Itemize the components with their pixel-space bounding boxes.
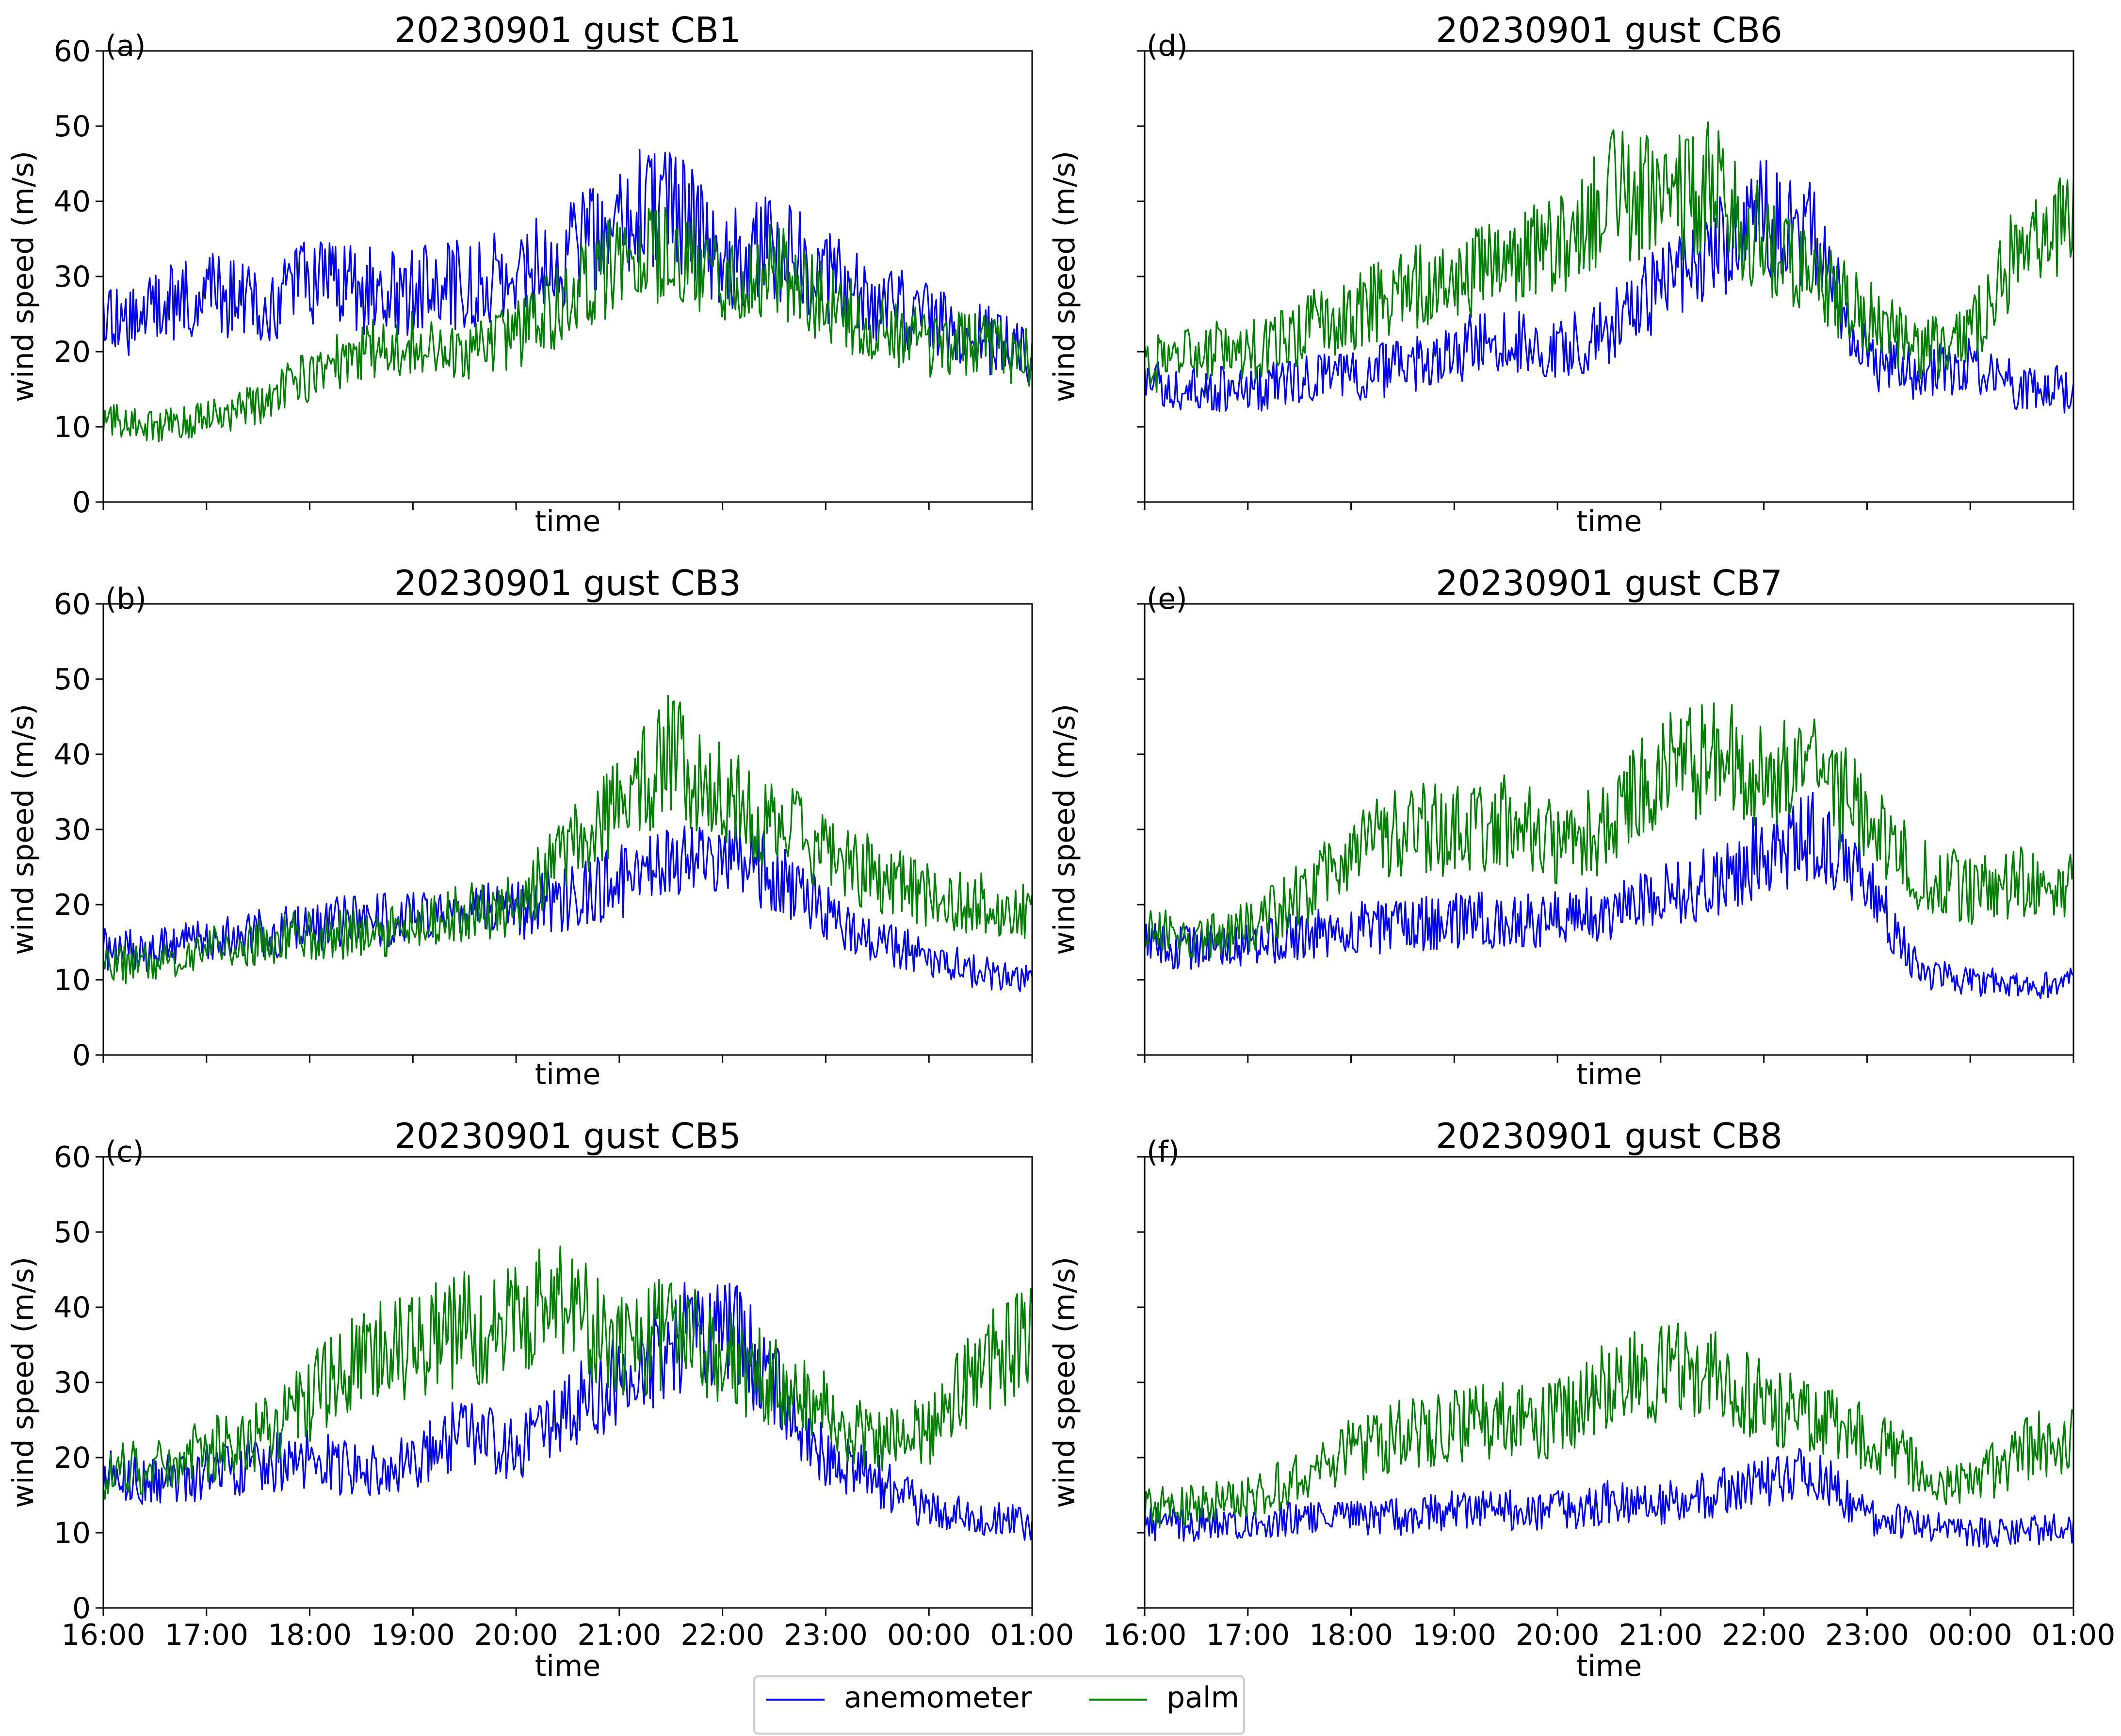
series-line-palm [102, 207, 1033, 443]
y-tick-label-30: 30 [54, 813, 91, 847]
y-tick-label-60: 60 [54, 34, 91, 68]
x-axis-label: time [1576, 1649, 1642, 1683]
y-tick-label-30: 30 [54, 1366, 91, 1400]
chart-panel-3: 20230901 gust CB6 (d) time wind speed (m/s) [1048, 10, 2074, 538]
y-tick-label-40: 40 [54, 1291, 91, 1325]
x-tick-label-3: 19:00 [371, 1618, 455, 1652]
series-line-anemometer [1144, 160, 2074, 414]
y-tick-label-50: 50 [54, 1216, 91, 1249]
legend: anemometer palm [753, 1675, 1245, 1735]
y-tick-label-0: 0 [72, 1038, 91, 1072]
panel-label: (b) [105, 582, 146, 616]
y-axis-label: wind speed (m/s) [1048, 151, 1082, 402]
chart-panel-4: 20230901 gust CB7 (e) time wind speed (m/s) [1048, 563, 2074, 1091]
series-line-anemometer [102, 149, 1033, 387]
series-line-anemometer [1144, 792, 2074, 1000]
series-line-palm [102, 695, 1033, 984]
x-tick-label-6: 22:00 [680, 1618, 764, 1652]
chart-title: 20230901 gust CB8 [1436, 1116, 1782, 1156]
x-tick-label-2: 18:00 [1309, 1618, 1393, 1652]
x-tick-label-6: 22:00 [1722, 1618, 1806, 1652]
x-tick-label-7: 23:00 [1825, 1618, 1909, 1652]
y-tick-label-0: 0 [72, 486, 91, 519]
y-tick-label-50: 50 [54, 110, 91, 144]
chart-panel-0: 0 10 20 30 40 50 60 20230901 gust CB1 (a) time win… [6, 10, 1033, 538]
x-tick-label-5: 21:00 [577, 1618, 661, 1652]
x-tick-label-7: 23:00 [784, 1618, 868, 1652]
chart-title: 20230901 gust CB3 [394, 563, 741, 603]
y-axis-label: wind speed (m/s) [1048, 1257, 1082, 1508]
y-tick-label-10: 10 [54, 963, 91, 997]
y-tick-label-10: 10 [54, 410, 91, 444]
series-line-palm [1144, 1323, 2074, 1528]
chart-panels: 0 10 20 30 40 50 60 20230901 gust CB1 (a) time win… [6, 10, 2115, 1683]
legend-frame [753, 1675, 1245, 1735]
series-line-palm [1144, 702, 2074, 959]
x-tick-label-9: 01:00 [2032, 1618, 2116, 1652]
x-tick-label-1: 17:00 [1206, 1618, 1290, 1652]
y-tick-label-40: 40 [54, 738, 91, 772]
chart-title: 20230901 gust CB7 [1436, 563, 1782, 603]
plot-frame [1144, 50, 2074, 503]
panel-label: (e) [1147, 582, 1187, 616]
panel-label: (f) [1147, 1135, 1180, 1169]
y-tick-label-40: 40 [54, 185, 91, 219]
y-tick-label-30: 30 [54, 260, 91, 294]
x-tick-label-9: 01:00 [990, 1618, 1074, 1652]
x-tick-label-0: 16:00 [62, 1618, 146, 1652]
y-axis-label: wind speed (m/s) [6, 151, 40, 402]
x-tick-label-8: 00:00 [887, 1618, 971, 1652]
y-tick-label-50: 50 [54, 663, 91, 697]
panel-label: (c) [105, 1135, 144, 1169]
x-axis-label: time [535, 1649, 601, 1683]
panel-label: (a) [105, 29, 146, 63]
series-line-palm [1144, 121, 2074, 393]
chart-title: 20230901 gust CB1 [394, 10, 741, 50]
y-axis-label: wind speed (m/s) [6, 1257, 40, 1508]
series-line-palm [102, 1245, 1033, 1500]
y-axis-label: wind speed (m/s) [1048, 704, 1082, 955]
x-axis-label: time [1576, 504, 1642, 538]
legend-label-anemometer: anemometer [844, 1681, 1032, 1715]
plot-frame [102, 1156, 1033, 1609]
x-tick-label-8: 00:00 [1928, 1618, 2012, 1652]
x-axis-label: time [1576, 1057, 1642, 1091]
chart-title: 20230901 gust CB5 [394, 1116, 741, 1156]
y-tick-label-20: 20 [54, 1441, 91, 1475]
x-tick-label-4: 20:00 [474, 1618, 558, 1652]
x-tick-label-2: 18:00 [268, 1618, 352, 1652]
x-axis-label: time [535, 1057, 601, 1091]
x-tick-label-0: 16:00 [1103, 1618, 1187, 1652]
y-tick-label-60: 60 [54, 1140, 91, 1174]
y-axis-label: wind speed (m/s) [6, 704, 40, 955]
chart-title: 20230901 gust CB6 [1436, 10, 1782, 50]
y-tick-label-10: 10 [54, 1516, 91, 1550]
x-tick-label-5: 21:00 [1619, 1618, 1702, 1652]
y-tick-label-60: 60 [54, 587, 91, 621]
x-tick-label-3: 19:00 [1412, 1618, 1496, 1652]
chart-panel-2: 0 10 20 30 40 50 60 16:00 17:00 18:00 19:00 20:00 21… [6, 1116, 1074, 1683]
y-tick-label-20: 20 [54, 335, 91, 369]
series-line-anemometer [1144, 1448, 2074, 1548]
series-line-anemometer [102, 1282, 1033, 1541]
x-tick-label-1: 17:00 [164, 1618, 248, 1652]
chart-panel-1: 0 10 20 30 40 50 60 20230901 gust CB3 (b) time win… [6, 563, 1033, 1091]
legend-label-palm: palm [1166, 1681, 1239, 1715]
x-tick-label-4: 20:00 [1516, 1618, 1600, 1652]
y-tick-label-0: 0 [72, 1591, 91, 1625]
y-tick-label-20: 20 [54, 888, 91, 922]
chart-panel-5: 16:00 17:00 18:00 19:00 20:00 21:00 22:00 23:00… [1048, 1116, 2115, 1683]
x-axis-label: time [535, 504, 601, 538]
panel-label: (d) [1147, 29, 1188, 63]
